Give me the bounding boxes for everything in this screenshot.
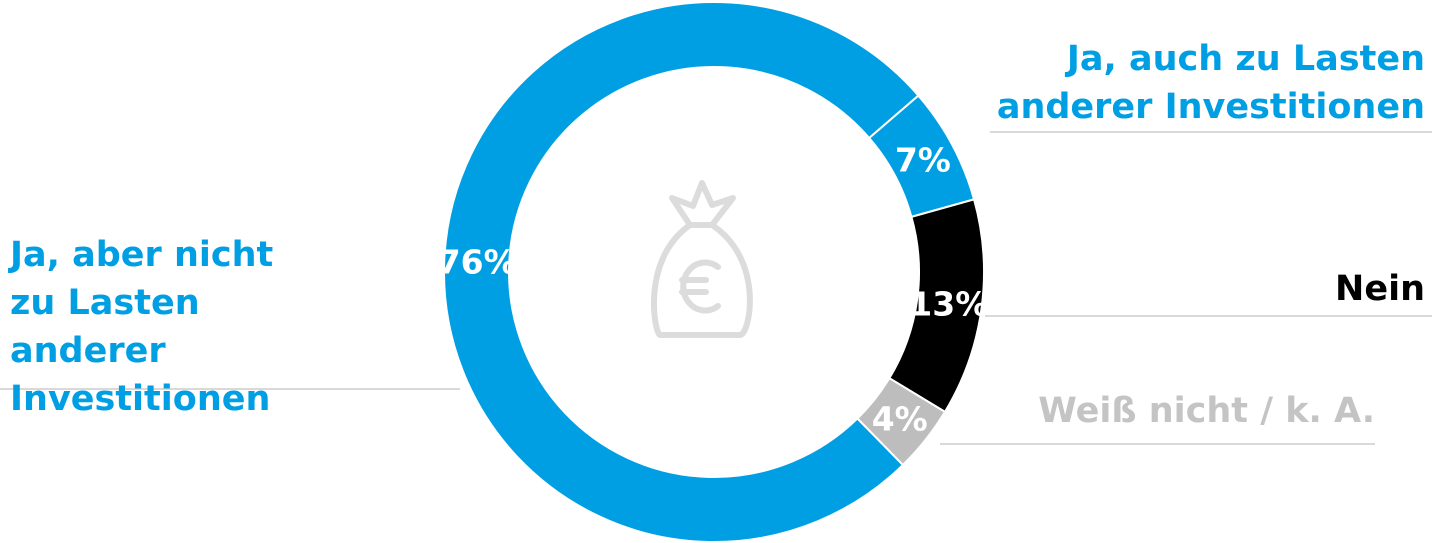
value-label: 7% <box>895 141 951 180</box>
donut-segment <box>443 1 920 543</box>
donut-segment <box>856 376 947 467</box>
money-bag-icon <box>650 180 753 338</box>
category-label: Nein <box>1335 269 1425 309</box>
category-label: Ja, auch zu Lasten anderer Investitionen <box>997 39 1425 127</box>
value-label: 76% <box>438 243 517 282</box>
category-label: Ja, aber nicht zu Lasten anderer Investitio… <box>8 235 273 419</box>
value-label: 13% <box>909 285 988 324</box>
category-label: Weiß nicht / k. A. <box>1038 391 1375 431</box>
value-label: 4% <box>872 400 928 439</box>
